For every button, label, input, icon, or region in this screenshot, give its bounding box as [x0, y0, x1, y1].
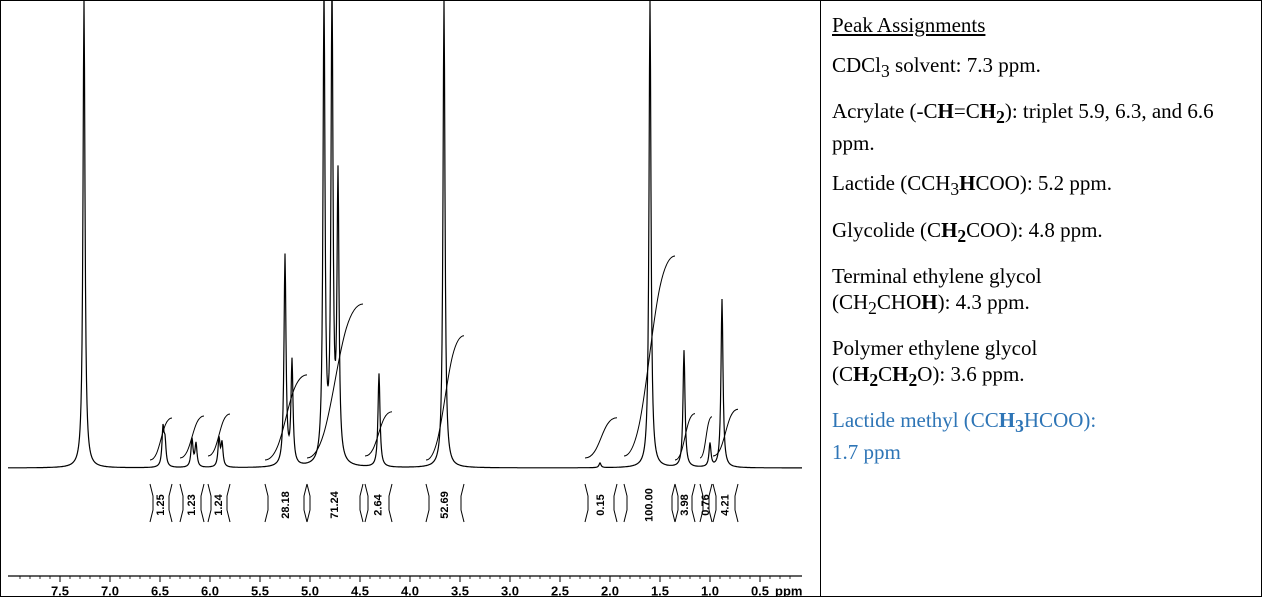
integral-bracket-right-1: [200, 483, 205, 523]
integral-bracket-left-7: [584, 483, 589, 523]
integral-curve-6: [425, 335, 465, 461]
integral-label: 52.69: [439, 491, 451, 519]
integral-bracket-left-9: [674, 483, 679, 523]
x-tick-label: 3.0: [501, 584, 519, 596]
integral-bracket-left-5: [364, 483, 369, 523]
integral-curve-4: [306, 303, 364, 459]
integral-label: 1.25: [155, 494, 167, 515]
integral-brackets: 1.25 1.23 1.24 28.18 71.24 2.64 52.69 0.15 100.0…: [149, 483, 739, 523]
x-tick-label: 6.5: [151, 584, 169, 596]
x-tick-label: 6.0: [201, 584, 219, 596]
assignment-acrylate: Acrylate (-CH=CH2): triplet 5.9, 6.3, an…: [832, 99, 1214, 156]
integral-curve-7: [584, 417, 618, 459]
assignment-glycolide: Glycolide (CH2COO): 4.8 ppm.: [832, 217, 1103, 246]
integral-curve-1: [179, 415, 205, 459]
integral-label: 0.76: [700, 494, 712, 515]
integral-curve-0: [149, 417, 173, 461]
integral-bracket-right-11: [734, 483, 739, 523]
integral-bracket-right-8: [671, 483, 676, 523]
integral-curve-3: [264, 374, 308, 461]
column-divider: [820, 0, 821, 596]
x-tick-label: 7.5: [51, 584, 69, 596]
integral-label: 28.18: [280, 491, 292, 519]
peak-assignments-panel: Peak Assignments CDCl3 solvent: 7.3 ppm.…: [832, 12, 1254, 479]
x-tick-label: 3.5: [451, 584, 469, 596]
x-tick-label: 5.0: [301, 584, 319, 596]
nmr-spectrum: 1.25 1.23 1.24 28.18 71.24 2.64 52.69 0.15 100.0…: [8, 0, 802, 596]
integral-curve-9: [674, 413, 696, 461]
assignment-terminal-eg: Terminal ethylene glycol (CH2CHOH): 4.3 p…: [832, 263, 1042, 318]
integral-curve-2: [207, 413, 231, 457]
integral-bracket-left-6: [425, 483, 430, 523]
assignment-lactide-methyl: Lactide methyl (CCH3HCOO): 1.7 ppm: [832, 408, 1097, 465]
x-tick-label: 2.0: [601, 584, 619, 596]
integral-curve-11: [712, 408, 739, 457]
integral-bracket-left-11: [712, 483, 717, 523]
integral-bracket-right-6: [460, 483, 465, 523]
integral-curve-10: [699, 416, 713, 459]
x-tick-label: 2.5: [551, 584, 569, 596]
integral-bracket-right-4: [359, 483, 364, 523]
x-tick-label: 4.5: [351, 584, 369, 596]
integral-bracket-right-0: [168, 483, 173, 523]
integral-bracket-right-2: [226, 483, 231, 523]
integral-label: 4.21: [720, 494, 732, 515]
integral-curves: [149, 255, 739, 461]
integral-bracket-right-3: [303, 483, 308, 523]
integral-bracket-left-8: [623, 483, 628, 523]
integral-bracket-right-9: [691, 483, 696, 523]
x-tick-label: 1.5: [651, 584, 669, 596]
assignment-polymer-eg: Polymer ethylene glycol (CH2CH2O): 3.6 pp…: [832, 335, 1038, 391]
assignment-lactide: Lactide (CCH3HCOO): 5.2 ppm.: [832, 171, 1112, 200]
integral-bracket-left-4: [306, 483, 311, 523]
x-tick-label: 1.0: [701, 584, 719, 596]
integral-label: 1.24: [213, 493, 225, 515]
x-tick-label: 5.5: [251, 584, 269, 596]
integral-curve-5: [364, 411, 393, 457]
integral-bracket-left-0: [149, 483, 154, 523]
integral-label: 71.24: [329, 490, 341, 518]
assignment-cdcl3: CDCl3 solvent: 7.3 ppm.: [832, 53, 1041, 82]
assignments-heading: Peak Assignments: [832, 13, 986, 37]
integral-bracket-right-10: [708, 483, 713, 523]
integral-label: 1.23: [186, 494, 198, 515]
x-tick-label: 0.5: [751, 584, 769, 596]
x-tick-label: 7.0: [101, 584, 119, 596]
integral-label: 0.15: [595, 494, 607, 515]
integral-bracket-left-2: [207, 483, 212, 523]
x-axis: 7.5 7.0 6.5 6.0 5.5 5.0 4.5 4.0 3.5 3.0 2.5 2.0 1.5 1…: [8, 575, 802, 596]
integral-label: 2.64: [373, 493, 385, 515]
x-tick-label: 4.0: [401, 584, 419, 596]
integral-label: 3.98: [679, 494, 691, 515]
integral-bracket-left-3: [264, 483, 269, 523]
integral-label: 100.00: [644, 488, 656, 522]
integral-bracket-right-5: [388, 483, 393, 523]
spectrum-line: [8, 0, 802, 469]
x-axis-unit-label: ppm: [775, 584, 802, 596]
integral-bracket-left-1: [179, 483, 184, 523]
integral-curve-8: [623, 255, 676, 457]
integral-bracket-left-10: [699, 483, 704, 523]
integral-bracket-right-7: [613, 483, 618, 523]
